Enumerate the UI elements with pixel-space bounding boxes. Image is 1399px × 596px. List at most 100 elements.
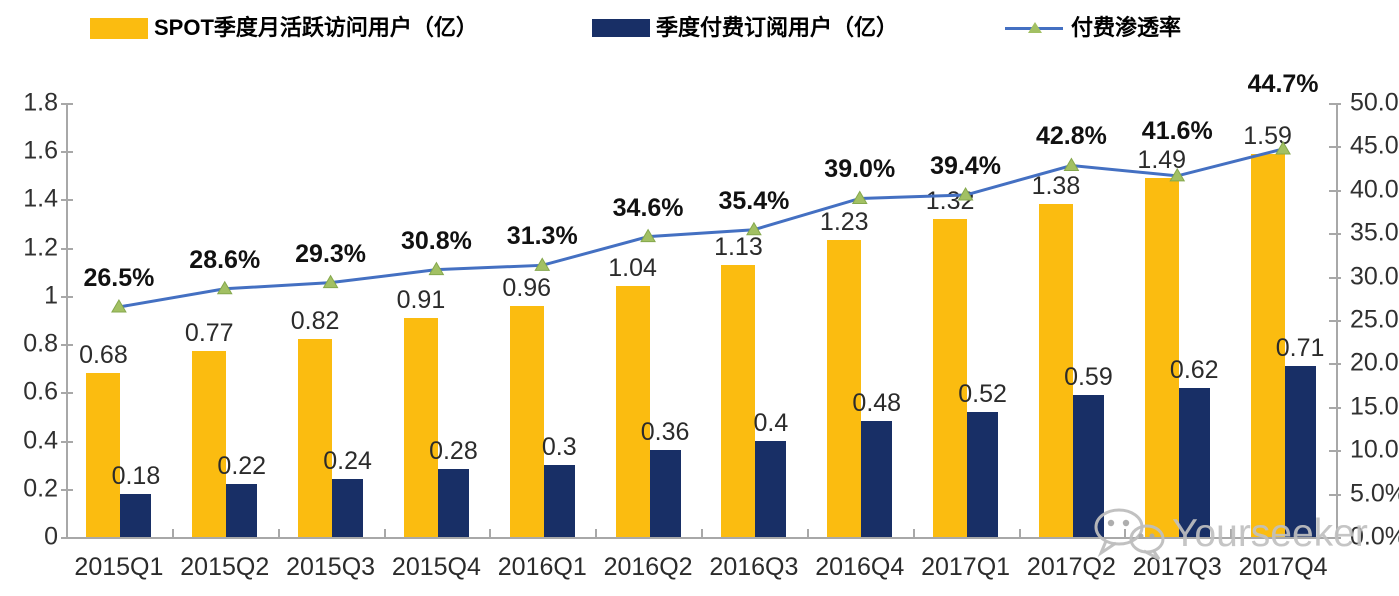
bar-subscribers	[437, 469, 469, 537]
y-tick-label-left: 0.6	[23, 377, 58, 406]
y-axis-left-tick	[61, 440, 73, 443]
x-tick-label: 2015Q2	[180, 553, 270, 581]
legend-swatch	[90, 17, 148, 39]
bar-mau	[721, 264, 756, 537]
y-tick-label-left: 0.2	[23, 474, 58, 503]
bar-subscribers	[1072, 394, 1104, 537]
x-tick-label: 2015Q4	[391, 553, 481, 581]
x-axis-tick	[277, 529, 280, 539]
y-axis-right-tick	[1329, 537, 1341, 539]
bar-subscribers	[967, 411, 999, 537]
bar-label-subscribers: 0.59	[1064, 362, 1113, 391]
pct-label: 28.6%	[189, 245, 261, 274]
legend-item-subscribers: 季度付费订阅用户（亿）	[592, 17, 898, 39]
pct-label: 26.5%	[83, 263, 155, 292]
x-axis-tick	[701, 529, 703, 539]
watermark-text: Yourseeker	[1172, 511, 1368, 555]
y-axis-left-tick	[61, 392, 73, 395]
x-tick-label: 2016Q1	[497, 553, 587, 581]
triangle-marker	[1063, 157, 1080, 171]
legend-label: SPOT季度月活跃访问用户（亿）	[154, 15, 478, 40]
bar-label-mau: 1.59	[1243, 121, 1292, 150]
bar-subscribers	[543, 464, 575, 537]
bar-mau	[615, 286, 650, 537]
y-tick-label-left: 0.4	[23, 426, 58, 455]
bar-subscribers	[861, 421, 893, 537]
bar-label-subscribers: 0.36	[640, 418, 690, 447]
triangle-marker	[851, 190, 868, 204]
y-axis-left	[66, 103, 68, 537]
x-axis-tick	[912, 529, 915, 539]
bar-label-subscribers: 0.71	[1275, 333, 1325, 362]
y-axis-right-tick	[1329, 450, 1341, 453]
y-tick-label-left: 0.8	[23, 329, 58, 358]
y-axis-right-tick	[1329, 406, 1341, 409]
pct-label: 34.6%	[612, 193, 684, 222]
bar-label-mau: 1.38	[1031, 172, 1081, 201]
bar-label-subscribers: 0.22	[217, 451, 267, 480]
y-tick-label-left: 1.6	[23, 136, 58, 165]
triangle-marker	[428, 261, 445, 276]
y-axis-right-tick	[1329, 320, 1341, 322]
x-tick-label: 2016Q2	[603, 553, 693, 581]
bar-label-mau: 1.49	[1137, 145, 1187, 174]
pct-label: 39.4%	[930, 152, 1002, 180]
triangle-marker	[640, 228, 656, 243]
x-tick-label: 2015Q1	[74, 553, 164, 581]
bar-label-subscribers: 0.28	[429, 437, 478, 466]
y-tick-label-right: 15.0%	[1350, 392, 1399, 421]
x-tick-label: 2017Q4	[1238, 553, 1328, 581]
bar-mau	[933, 218, 968, 537]
legend-line-marker	[1005, 20, 1063, 36]
bar-label-subscribers: 0.48	[852, 389, 902, 418]
triangle-marker	[216, 280, 233, 295]
x-axis-tick	[595, 529, 598, 539]
wechat-icon	[1094, 508, 1165, 560]
x-axis-tick	[806, 529, 809, 539]
pct-label: 39.0%	[824, 155, 896, 184]
x-axis-tick	[1124, 529, 1127, 539]
y-axis-left-tick	[61, 344, 73, 347]
pct-label: 31.3%	[506, 222, 578, 251]
y-axis-left-tick	[61, 247, 73, 250]
y-tick-label-right: 20.0%	[1350, 348, 1399, 377]
bar-mau	[192, 351, 227, 537]
y-axis-left-tick	[61, 295, 73, 298]
y-tick-label-right: 0.0%	[1350, 522, 1399, 551]
x-tick-label: 2015Q3	[286, 553, 376, 581]
legend-swatch	[592, 19, 650, 37]
y-axis-right-tick	[1329, 493, 1341, 496]
bar-label-subscribers: 0.24	[323, 447, 372, 476]
legend-item-mau: SPOT季度月活跃访问用户（亿）	[90, 17, 478, 39]
pct-label: 30.8%	[400, 226, 472, 255]
bar-subscribers	[332, 479, 364, 537]
bar-label-subscribers: 0.4	[753, 408, 789, 437]
bar-subscribers	[755, 440, 787, 537]
watermark: Yourseeker	[1092, 506, 1368, 560]
bar-label-subscribers: 0.52	[958, 379, 1007, 408]
x-axis-tick	[1336, 529, 1338, 539]
x-tick-label: 2017Q2	[1026, 553, 1116, 581]
triangle-marker	[111, 298, 127, 313]
bar-subscribers	[120, 493, 152, 537]
legend-item-penetration: 付费渗透率	[1005, 17, 1181, 39]
bar-mau	[298, 339, 333, 537]
bar-label-mau: 0.82	[290, 307, 340, 336]
legend-label: 季度付费订阅用户（亿）	[656, 15, 899, 40]
x-axis-tick	[171, 529, 174, 539]
y-axis-left-tick	[61, 199, 73, 202]
triangle-marker	[322, 274, 339, 289]
y-axis-right-tick	[1329, 363, 1341, 366]
y-tick-label-right: 35.0%	[1350, 218, 1399, 247]
pct-label: 41.6%	[1141, 116, 1213, 145]
bar-label-mau: 0.77	[184, 319, 234, 348]
bar-label-mau: 1.13	[714, 232, 763, 261]
bar-mau	[403, 317, 438, 537]
bar-label-mau: 1.04	[608, 254, 657, 283]
x-axis-tick	[489, 529, 492, 539]
y-tick-label-left: 1.2	[23, 233, 58, 262]
y-axis-right-tick	[1329, 189, 1341, 192]
pct-label: 42.8%	[1035, 122, 1107, 151]
y-axis-left-tick	[61, 151, 73, 154]
x-axis-tick	[1230, 529, 1233, 539]
